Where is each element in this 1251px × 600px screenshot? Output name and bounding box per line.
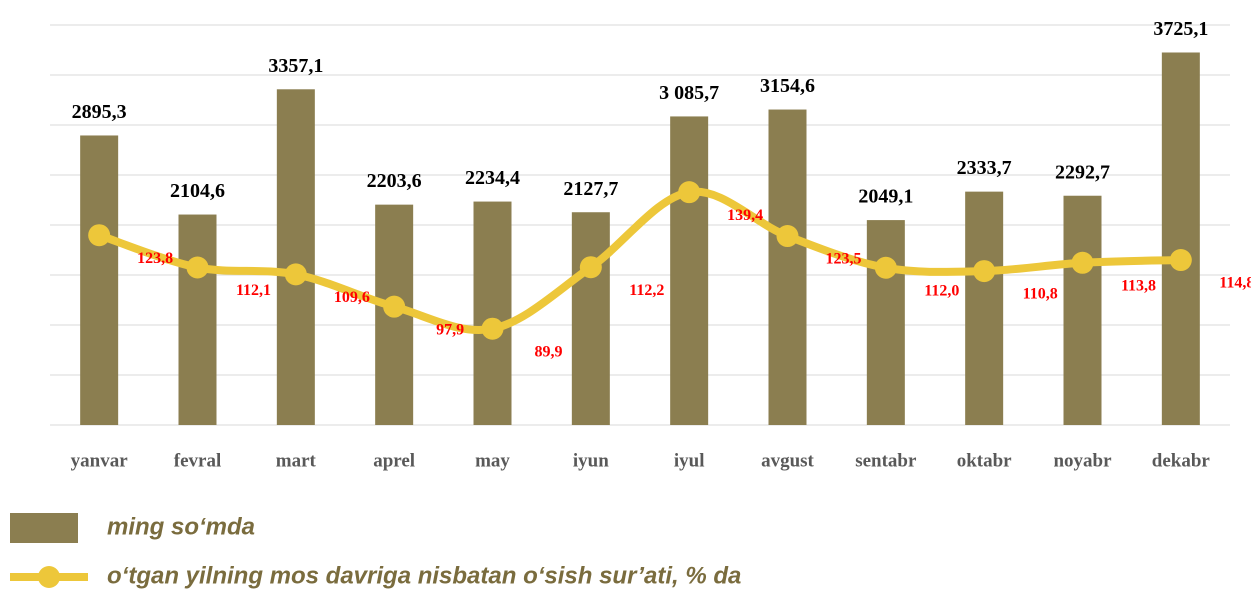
line-label: 112,1	[236, 282, 271, 299]
bar-label: 2292,7	[1055, 161, 1110, 183]
line-marker	[1071, 251, 1094, 274]
bar	[866, 220, 905, 425]
bar	[80, 135, 119, 425]
bar-label: 2127,7	[563, 178, 618, 200]
x-tick-label: aprel	[373, 450, 415, 471]
line	[95, 187, 1185, 334]
bar-label: 2234,4	[465, 167, 520, 189]
bar	[1063, 195, 1102, 425]
line-label: 123,8	[137, 250, 173, 267]
bar-label: 3 085,7	[659, 82, 719, 104]
x-tick-label: iyul	[674, 450, 705, 471]
bar	[965, 191, 1004, 425]
x-tick-label: sentabr	[855, 450, 917, 471]
line-label: 114,8	[1219, 275, 1251, 292]
bar-label: 2895,3	[72, 101, 127, 123]
bar	[670, 116, 709, 426]
bar-label: 2104,6	[170, 180, 225, 202]
x-tick-label: mart	[276, 450, 317, 471]
legend-label: o‘tgan yilning mos davriga nisbatan o‘si…	[107, 562, 741, 589]
x-tick-label: iyun	[573, 450, 609, 471]
x-tick-label: fevral	[174, 450, 221, 471]
line-label: 97,9	[436, 321, 464, 338]
line-marker	[383, 295, 406, 318]
bar-label: 3357,1	[268, 55, 323, 77]
line-label: 109,6	[334, 289, 370, 306]
line-label: 123,5	[826, 251, 862, 268]
bar	[276, 89, 315, 425]
bar-label: 3154,6	[760, 75, 815, 97]
bar-label: 3725,1	[1153, 18, 1208, 40]
x-tick-label: may	[475, 450, 510, 471]
line-label: 89,9	[535, 343, 563, 360]
line-label: 139,4	[727, 207, 763, 224]
x-tick-label: yanvar	[71, 450, 129, 471]
line-label: 110,8	[1023, 286, 1058, 303]
legend-label: ming so‘mda	[107, 513, 255, 540]
bar-label: 2049,1	[858, 186, 913, 208]
line-label: 113,8	[1121, 277, 1156, 294]
line-marker	[1169, 249, 1192, 272]
bar-label: 2333,7	[957, 157, 1012, 179]
bar-label: 2203,6	[367, 170, 422, 192]
legend-swatch	[10, 513, 78, 543]
legend-marker	[38, 566, 60, 588]
line-marker	[88, 224, 111, 247]
x-tick-label: dekabr	[1152, 450, 1211, 471]
line-marker	[874, 256, 897, 279]
line-marker	[579, 256, 602, 279]
line-marker	[186, 256, 209, 279]
line-label: 112,0	[924, 282, 959, 299]
line-marker	[481, 317, 504, 340]
line-marker	[776, 225, 799, 248]
line-marker	[284, 263, 307, 286]
bar	[473, 201, 512, 425]
line-label: 112,2	[629, 282, 664, 299]
bar	[178, 214, 217, 425]
line-marker	[678, 181, 701, 204]
line-marker	[973, 260, 996, 283]
x-tick-label: avgust	[761, 450, 814, 471]
bar	[1161, 52, 1200, 426]
x-tick-label: oktabr	[957, 450, 1012, 471]
x-tick-label: noyabr	[1053, 450, 1112, 471]
bar	[571, 212, 610, 425]
bar	[768, 109, 807, 425]
